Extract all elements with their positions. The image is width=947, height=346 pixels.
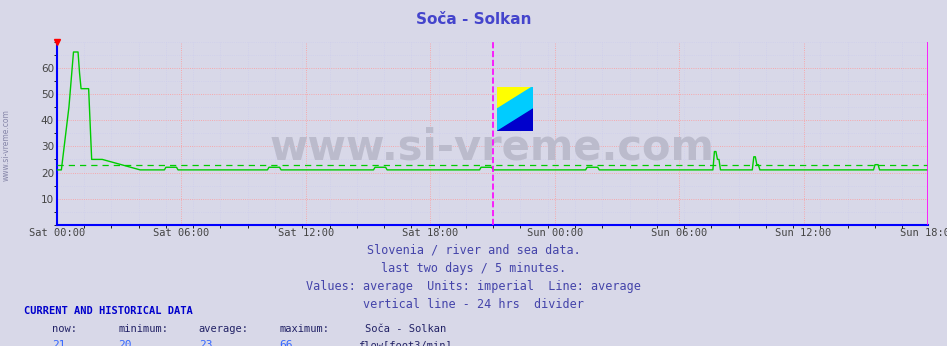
- Text: Slovenia / river and sea data.: Slovenia / river and sea data.: [366, 244, 581, 257]
- Polygon shape: [497, 86, 533, 131]
- Text: CURRENT AND HISTORICAL DATA: CURRENT AND HISTORICAL DATA: [24, 306, 192, 316]
- Text: minimum:: minimum:: [118, 324, 169, 334]
- Text: 20: 20: [118, 340, 132, 346]
- Text: 66: 66: [279, 340, 293, 346]
- Text: Values: average  Units: imperial  Line: average: Values: average Units: imperial Line: av…: [306, 280, 641, 293]
- Text: Soča - Solkan: Soča - Solkan: [416, 12, 531, 27]
- Text: vertical line - 24 hrs  divider: vertical line - 24 hrs divider: [363, 298, 584, 311]
- Text: www.si-vreme.com: www.si-vreme.com: [2, 109, 11, 181]
- Text: Soča - Solkan: Soča - Solkan: [365, 324, 446, 334]
- Text: maximum:: maximum:: [279, 324, 330, 334]
- Text: www.si-vreme.com: www.si-vreme.com: [270, 127, 715, 169]
- Text: flow[foot3/min]: flow[foot3/min]: [358, 340, 452, 346]
- Polygon shape: [497, 109, 533, 131]
- Text: average:: average:: [199, 324, 249, 334]
- Text: now:: now:: [52, 324, 77, 334]
- Text: last two days / 5 minutes.: last two days / 5 minutes.: [381, 262, 566, 275]
- Polygon shape: [497, 86, 533, 109]
- Text: 21: 21: [52, 340, 65, 346]
- Text: 23: 23: [199, 340, 212, 346]
